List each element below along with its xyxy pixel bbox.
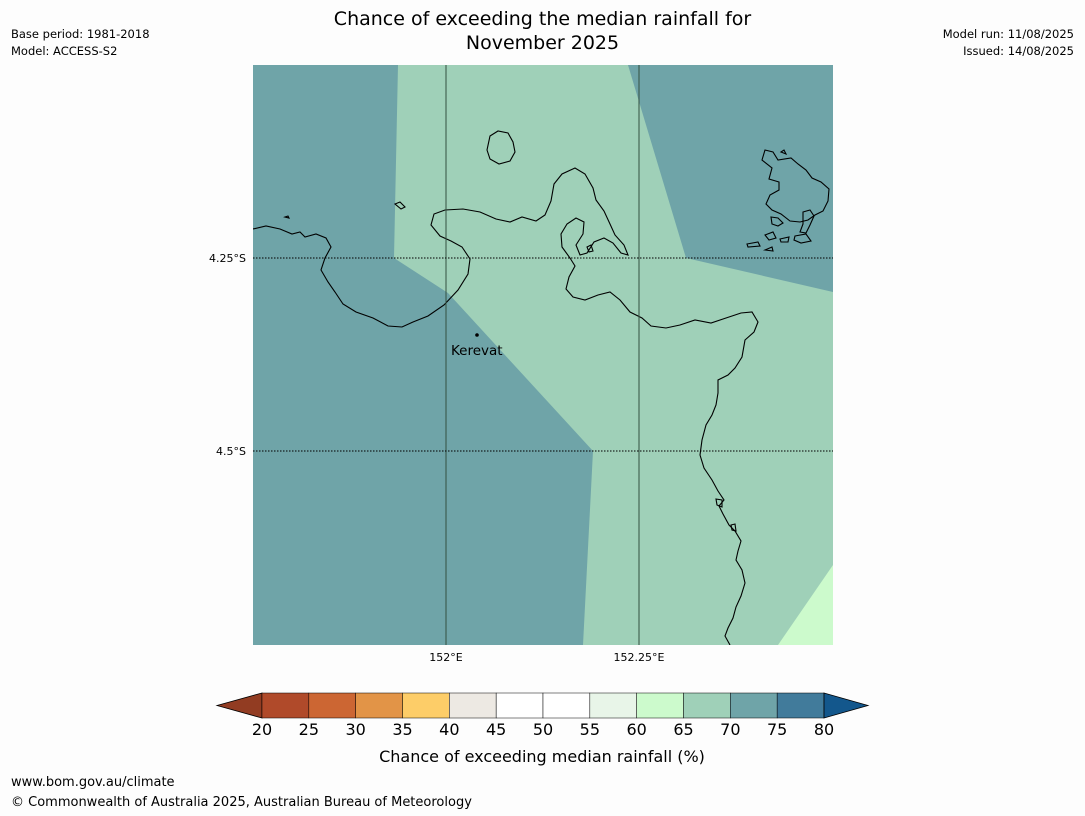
colorbar-extend-low: [215, 692, 263, 719]
footer-copyright: © Commonwealth of Australia 2025, Austra…: [11, 795, 472, 810]
lon-label-152: 152°E: [429, 651, 462, 664]
colorbar-tick-label: 50: [533, 720, 553, 739]
colorbar-tick-label: 65: [673, 720, 693, 739]
coastline-islet-11: [586, 244, 594, 253]
coastline-islet-2: [283, 215, 291, 219]
coastline-main: [253, 167, 759, 645]
base-period: Base period: 1981-2018: [11, 27, 150, 41]
colorbar-segment: [308, 692, 356, 719]
issued-date: Issued: 14/08/2025: [963, 44, 1074, 58]
coastline-new-ireland: [761, 149, 830, 223]
colorbar-tick-label: 25: [299, 720, 319, 739]
colorbar-segment: [589, 692, 637, 719]
coastline-islet-9: [762, 246, 774, 252]
meta-right: Model run: 11/08/2025 Issued: 14/08/2025: [943, 26, 1074, 60]
colorbar-segment: [261, 692, 310, 719]
colorbar-extend-high: [823, 692, 870, 719]
colorbar-tick-label: 35: [392, 720, 412, 739]
colorbar-segment: [449, 692, 497, 719]
title-line-1: Chance of exceeding the median rainfall …: [333, 8, 752, 30]
colorbar-tick-label: 60: [626, 720, 646, 739]
model-run: Model run: 11/08/2025: [942, 27, 1074, 41]
colorbar-tick-label: 40: [439, 720, 459, 739]
coastline-islet-6: [764, 231, 777, 241]
coastline-islet-5: [746, 241, 761, 248]
colorbar-tick-label: 75: [767, 720, 787, 739]
coastline-islet-1: [393, 201, 406, 210]
footer-url: www.bom.gov.au/climate: [11, 775, 175, 790]
coastline-islet-13: [730, 523, 737, 532]
lat-label-4-25: 4.25°S: [209, 252, 246, 265]
coastline-islet-10: [779, 149, 788, 156]
coastline-islet-8: [793, 233, 812, 244]
colorbar-tick-label: 45: [486, 720, 506, 739]
coastline: [253, 130, 830, 645]
colorbar-tick-label: 80: [814, 720, 834, 739]
lon-label-152-25: 152.25°E: [614, 651, 665, 664]
region-60-65: [778, 565, 833, 645]
colorbar-tick-label: 55: [580, 720, 600, 739]
colorbar-segment: [402, 692, 450, 719]
gridlines: [253, 65, 833, 645]
title-line-2: November 2025: [465, 32, 620, 54]
lat-label-4-5: 4.5°S: [216, 445, 246, 458]
meta-left: Base period: 1981-2018 Model: ACCESS-S2: [11, 26, 150, 60]
coastline-islet-7: [779, 236, 790, 243]
colorbar-tick-label: 70: [720, 720, 740, 739]
region-65-70: [394, 65, 833, 645]
colorbar-segment: [542, 692, 591, 719]
colorbar-segment: [683, 692, 731, 719]
colorbar-segment: [730, 692, 778, 719]
colorbar-segment: [355, 692, 403, 719]
colorbar-label: Chance of exceeding median rainfall (%): [379, 747, 705, 766]
colorbar-segment: [776, 692, 825, 719]
colorbar-segment: [636, 692, 684, 719]
colorbar-segment: [495, 692, 544, 719]
map-area: Kerevat: [253, 65, 833, 645]
kerevat-marker: [475, 333, 479, 337]
colorbar: 20 25 30 35 40 45 50 55 60 65 70 75 80: [215, 692, 870, 739]
coastline-islet-4: [770, 216, 784, 227]
kerevat-label: Kerevat: [451, 343, 503, 359]
colorbar-tick-label: 20: [252, 720, 272, 739]
colorbar-tick-label: 30: [345, 720, 365, 739]
coastline-islet-12: [715, 498, 723, 508]
coastline-islet-3: [799, 209, 815, 234]
map-title: Chance of exceeding the median rainfall …: [0, 7, 1085, 55]
model-name: Model: ACCESS-S2: [11, 44, 118, 58]
coastline-island-north: [486, 130, 516, 165]
